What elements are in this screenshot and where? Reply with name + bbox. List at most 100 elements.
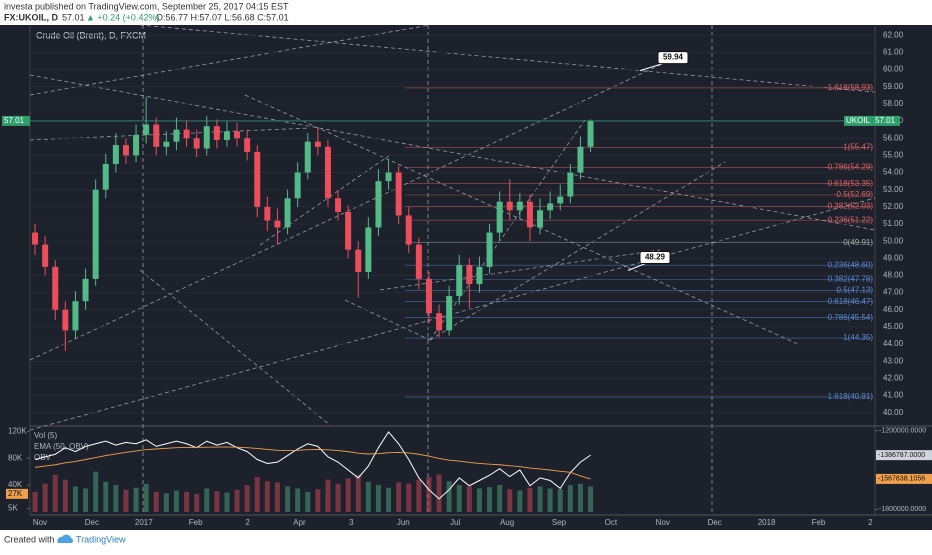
volume-bar [507,489,512,512]
candle-body [588,121,594,147]
y-tick-label: 46.00 [883,305,904,314]
fib-label: -0.618(53.35) [825,179,873,188]
candle-body [487,233,493,267]
volume-bar [315,489,320,512]
footer-brand: TradingView [76,534,126,544]
volume-bar [295,488,300,512]
candle-body [224,131,230,140]
y-tick-label: 49.00 [883,253,904,262]
volume-bar [164,493,169,512]
y-tick-label: 47.00 [883,288,904,297]
y-tick-label: 62.00 [883,30,904,39]
x-tick-label: Apr [293,518,306,527]
fib-label: 0.382(47.78) [828,274,874,283]
candle-body [386,173,392,182]
volume-tick-label: 120K [8,426,27,435]
x-tick-label: 2017 [135,518,153,527]
y-tick-label: 51.00 [883,219,904,228]
publisher: investa published on TradingView.com, Se… [4,1,289,11]
candle-body [396,173,402,216]
candle-body [456,265,462,296]
volume-bar [457,485,462,512]
fib-label: -1.618(58.93) [825,83,873,92]
volume-bar [356,475,361,512]
x-tick-label: Dec [85,518,99,527]
x-tick-label: Dec [708,518,722,527]
volume-bar [336,484,341,512]
volume-bar [93,472,98,512]
volume-bar [113,485,118,512]
volume-bar [588,486,593,512]
candle-body [83,279,89,301]
candle-body [335,198,341,212]
volume-bar [548,488,553,512]
volume-bar [123,490,128,512]
volume-bar [255,477,260,512]
y-tick-label: 48.00 [883,271,904,280]
x-tick-label: 3 [349,518,354,527]
volume-bar [578,484,583,512]
volume-tick-label: 40K [8,480,23,489]
x-tick-label: Feb [189,518,203,527]
fib-label: 0.236(48.60) [828,260,874,269]
volume-bar [154,492,159,512]
volume-bar [558,489,563,512]
volume-bar [396,482,401,512]
candle-body [325,147,331,198]
candle-body [93,190,99,279]
volume-bar [386,488,391,512]
candle-body [507,202,513,211]
y-tick-label: 59.00 [883,82,904,91]
fib-label: -1(55.47) [841,142,874,151]
volume-bar [447,481,452,512]
volume-bar [376,485,381,512]
last-value-label: -1567838.1056 [878,476,925,483]
volume-bar [467,486,472,512]
y-tick-label: 56.00 [883,133,904,142]
candle-body [315,142,321,147]
ohlc: O:56.77 H:57.07 L:56.68 C:57.01 [156,12,289,22]
fib-label: 1.618(40.91) [828,392,874,401]
candle-body [567,173,573,197]
x-tick-label: Nov [656,518,670,527]
candle-body [254,152,260,207]
candle-body [52,267,58,310]
y-tick-label: 45.00 [883,322,904,331]
candle-body [466,265,472,284]
obv-tick-label: -1200000.0000 [879,427,926,434]
candle-body [295,173,301,199]
volume-bar [43,484,48,512]
legend-volume: Vol (5) [34,431,57,440]
price-label-left: 57.01 [4,116,25,125]
fib-label: -0.786(54.29) [825,163,873,172]
candle-body [204,126,210,148]
footer-created: Created with [4,534,55,544]
y-tick-label: 61.00 [883,48,904,57]
candle-body [517,202,523,211]
candle-body [264,207,270,221]
volume-bar [134,488,139,512]
x-tick-label: 2018 [758,518,776,527]
last-value-label: -1386787.0000 [878,452,925,459]
price: 57.01 [62,12,85,22]
volume-bar [235,490,240,512]
candle-body [497,202,503,233]
volume-last-label: 27K [8,489,23,498]
candle-body [234,131,240,138]
volume-bar [517,490,522,512]
candle-body [355,250,361,272]
candle-body [62,310,68,331]
symbol-label: UKOIL [846,116,871,125]
volume-bar [426,477,431,512]
x-tick-label: Sep [552,518,567,527]
candle-body [426,279,432,313]
candle-body [32,233,38,245]
volume-bar [538,486,543,512]
volume-tick-label: 5K [8,504,18,513]
candle-body [557,197,563,204]
candle-body [133,135,139,156]
volume-bar [497,485,502,512]
volume-bar [33,492,38,512]
candle-body [244,138,250,152]
fib-label: -0.236(51.22) [825,215,873,224]
